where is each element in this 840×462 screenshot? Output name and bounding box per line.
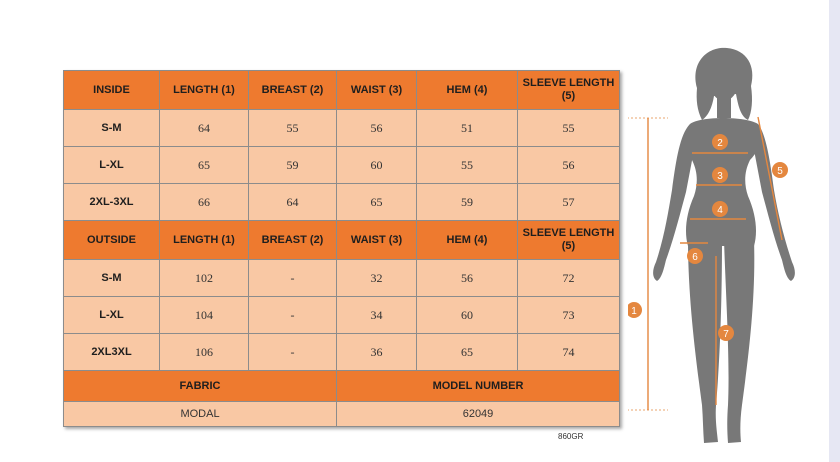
length-header-cell: LENGTH (1) [159,70,249,110]
right-edge-strip [829,0,840,462]
table-cell: 65 [416,333,518,371]
table-cell: 106 [159,333,249,371]
table-cell: 36 [336,333,417,371]
table-cell: 51 [416,109,518,147]
table-row: L-XL 65 59 60 55 56 [63,146,620,184]
svg-text:7: 7 [723,329,729,340]
table-cell: - [248,259,337,297]
table-cell: 56 [336,109,417,147]
marker-1-icon: 1 [628,302,642,318]
size-label: L-XL [63,296,160,334]
table-cell: - [248,296,337,334]
marker-2-icon: 2 [712,134,728,150]
inside-header-row: INSIDE LENGTH (1) BREAST (2) WAIST (3) H… [63,70,620,110]
table-cell: 104 [159,296,249,334]
svg-text:2: 2 [717,138,723,149]
product-code: 860GR [558,432,584,441]
table-row: S-M 64 55 56 51 55 [63,109,620,147]
marker-6-icon: 6 [687,248,703,264]
table-cell: 34 [336,296,417,334]
svg-text:5: 5 [777,166,783,177]
table-row: S-M 102 - 32 56 72 [63,259,620,297]
marker-7-icon: 7 [718,325,734,341]
size-label: 2XL-3XL [63,183,160,221]
info-value-row: MODAL 62049 [63,401,620,427]
measurement-lines [628,116,783,411]
sleeve-header-cell: SLEEVE LENGTH (5) [517,70,620,110]
size-label: 2XL3XL [63,333,160,371]
length-header-cell: LENGTH (1) [159,220,249,260]
info-header-row: FABRIC MODEL NUMBER [63,370,620,402]
waist-header-cell: WAIST (3) [336,70,417,110]
svg-text:6: 6 [692,252,698,263]
table-cell: 60 [416,296,518,334]
sleeve-header-cell: SLEEVE LENGTH (5) [517,220,620,260]
size-label: S-M [63,109,160,147]
table-cell: 65 [159,146,249,184]
table-cell: 60 [336,146,417,184]
breast-header-cell: BREAST (2) [248,70,337,110]
breast-header-cell: BREAST (2) [248,220,337,260]
table-cell: 55 [248,109,337,147]
svg-text:1: 1 [631,306,637,317]
table-cell: 59 [416,183,518,221]
table-cell: 65 [336,183,417,221]
svg-text:3: 3 [717,171,723,182]
table-cell: 72 [517,259,620,297]
table-row: 2XL3XL 106 - 36 65 74 [63,333,620,371]
model-number-label: MODEL NUMBER [336,370,620,402]
table-cell: 57 [517,183,620,221]
hem-header-cell: HEM (4) [416,220,518,260]
table-cell: 55 [517,109,620,147]
outside-header-row: OUTSIDE LENGTH (1) BREAST (2) WAIST (3) … [63,220,620,260]
body-measurement-figure: 1 2 3 4 5 6 7 [628,47,795,443]
size-chart-table: INSIDE LENGTH (1) BREAST (2) WAIST (3) H… [63,70,620,427]
table-cell: 102 [159,259,249,297]
svg-text:4: 4 [717,205,723,216]
fabric-label: FABRIC [63,370,337,402]
size-label: L-XL [63,146,160,184]
model-number-value: 62049 [336,401,620,427]
marker-5-icon: 5 [772,162,788,178]
outside-header-cell: OUTSIDE [63,220,160,260]
table-cell: 56 [416,259,518,297]
waist-header-cell: WAIST (3) [336,220,417,260]
table-row: L-XL 104 - 34 60 73 [63,296,620,334]
mannequin-silhouette-icon [653,47,795,443]
table-cell: 56 [517,146,620,184]
table-cell: 64 [159,109,249,147]
marker-4-icon: 4 [712,201,728,217]
size-label: S-M [63,259,160,297]
table-row: 2XL-3XL 66 64 65 59 57 [63,183,620,221]
table-cell: 32 [336,259,417,297]
table-cell: 73 [517,296,620,334]
measurement-markers: 1 2 3 4 5 6 7 [628,134,788,341]
table-cell: 74 [517,333,620,371]
fabric-value: MODAL [63,401,337,427]
marker-3-icon: 3 [712,167,728,183]
table-cell: 64 [248,183,337,221]
table-cell: 66 [159,183,249,221]
table-cell: 55 [416,146,518,184]
inside-header-cell: INSIDE [63,70,160,110]
hem-header-cell: HEM (4) [416,70,518,110]
table-cell: 59 [248,146,337,184]
table-cell: - [248,333,337,371]
